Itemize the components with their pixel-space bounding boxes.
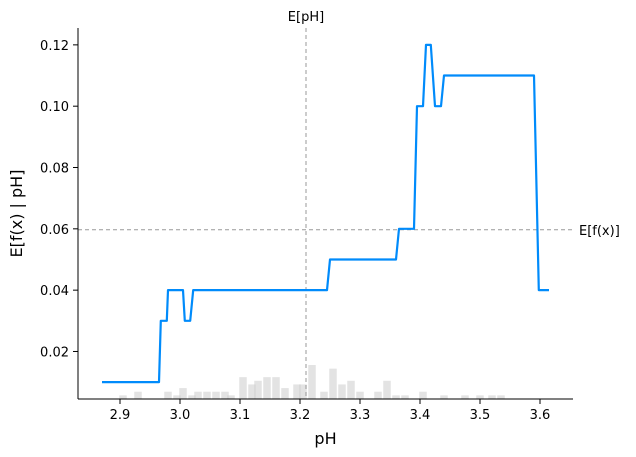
histogram-bar [308, 365, 316, 399]
histogram-bar [179, 388, 187, 399]
expected-value-label: E[f(x)] [579, 224, 620, 239]
histogram-bar [194, 391, 202, 399]
histogram-bar [203, 391, 211, 399]
histogram-bar [227, 395, 235, 399]
histogram-bar [329, 368, 337, 399]
x-tick-label: 3.5 [470, 408, 491, 423]
histogram-bar [374, 391, 382, 399]
y-tick-label: 0.10 [40, 100, 69, 115]
histogram-bar [476, 395, 484, 399]
histogram-bar [299, 384, 307, 399]
expected-x-label: E[pH] [288, 10, 324, 25]
y-tick-label: 0.08 [40, 162, 69, 177]
histogram-bar [221, 391, 229, 399]
histogram-bar [293, 384, 301, 399]
y-axis-label: E[f(x) | pH] [7, 170, 26, 258]
histogram-bar [356, 391, 364, 399]
feature-histogram [119, 365, 505, 399]
histogram-bar [188, 395, 196, 399]
dependence-line-layer [102, 43, 549, 384]
axes [77, 28, 573, 400]
histogram-bar [134, 391, 142, 399]
histogram-bar [392, 395, 400, 399]
histogram-bar [383, 380, 391, 399]
x-tick-label: 3.2 [290, 408, 311, 423]
reference-lines: E[pH] E[f(x)] [78, 10, 620, 399]
histogram-bar [488, 395, 496, 399]
histogram-bar [254, 380, 262, 399]
x-tick-label: 2.9 [110, 408, 131, 423]
y-tick-label: 0.06 [40, 223, 69, 238]
histogram-bar [263, 377, 271, 399]
histogram-bar [239, 377, 247, 399]
ticks: 2.9 3.0 3.1 3.2 3.3 3.4 3.5 3.6 0.02 0.04 0.06 0.08… [40, 39, 550, 423]
histogram-bar [119, 395, 127, 399]
y-tick-label: 0.12 [40, 39, 69, 54]
y-tick-label: 0.04 [40, 284, 69, 299]
histogram-bar [419, 391, 427, 399]
histogram-bar [497, 395, 505, 399]
x-tick-label: 3.0 [170, 408, 191, 423]
histogram-bar [281, 388, 289, 399]
dependence-line [102, 43, 549, 384]
histogram-bar [461, 395, 469, 399]
x-tick-label: 3.6 [530, 408, 551, 423]
histogram-bar [347, 380, 355, 399]
histogram-bar [173, 395, 181, 399]
x-axis-label: pH [314, 429, 336, 448]
x-tick-label: 3.3 [350, 408, 371, 423]
x-tick-label: 3.1 [230, 408, 251, 423]
histogram-bar [248, 384, 256, 399]
histogram-bar [212, 391, 220, 399]
histogram-bar [272, 377, 280, 399]
y-tick-label: 0.02 [40, 345, 69, 360]
x-tick-label: 3.4 [410, 408, 431, 423]
histogram-bar [164, 391, 172, 399]
histogram-bar [440, 395, 448, 399]
histogram-bar [320, 391, 328, 399]
histogram-bar [338, 384, 346, 399]
histogram-bar [401, 395, 409, 399]
